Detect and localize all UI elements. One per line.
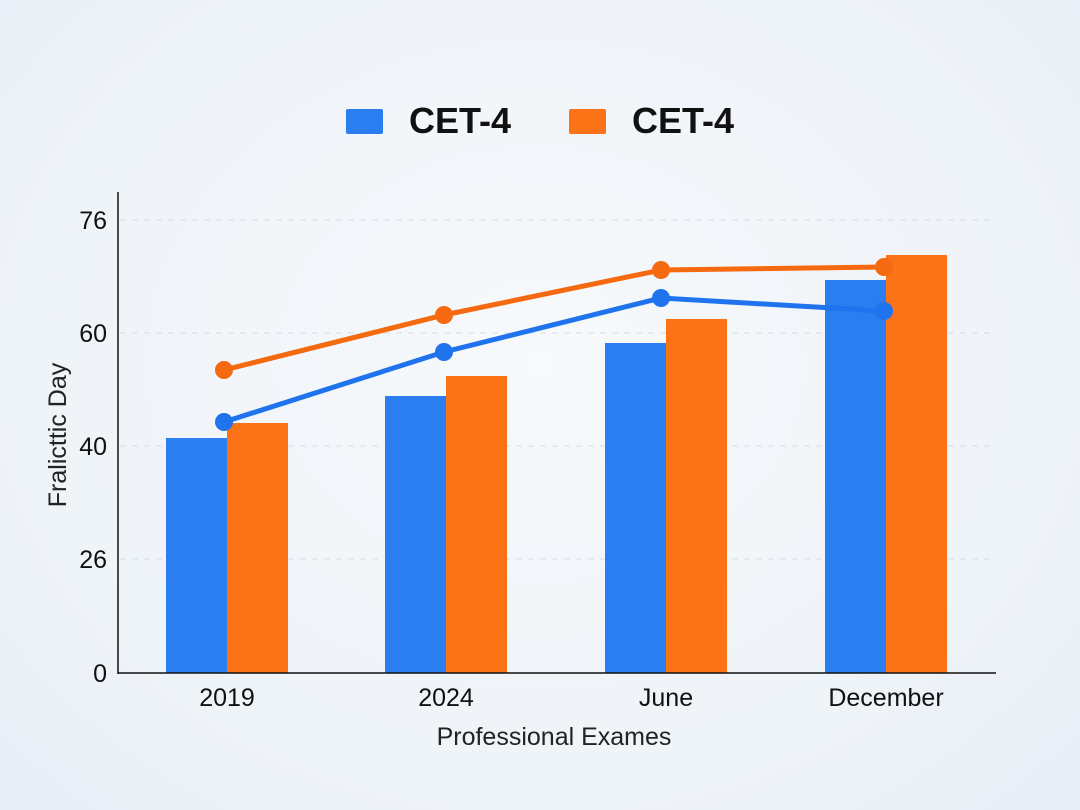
x-tick-labels: 2019 2024 June December: [199, 684, 943, 712]
bar-2024-blue[interactable]: [385, 396, 446, 673]
x-tick: 2019: [199, 684, 255, 712]
chart-legend: CET-4 CET-4: [0, 100, 1080, 142]
point-orange[interactable]: [875, 258, 893, 276]
x-tick: 2024: [418, 684, 474, 712]
bar-2024-orange[interactable]: [446, 376, 507, 673]
bar-june-blue[interactable]: [605, 343, 666, 673]
legend-item-orange[interactable]: CET-4: [569, 100, 734, 142]
y-tick: 40: [79, 433, 107, 461]
bar-december-blue[interactable]: [825, 280, 886, 673]
y-tick: 26: [79, 546, 107, 574]
bar-2019-orange[interactable]: [227, 423, 288, 673]
bar-2019-blue[interactable]: [166, 438, 227, 673]
line-blue: [215, 289, 893, 431]
x-tick: June: [639, 684, 693, 712]
x-tick: December: [828, 684, 943, 712]
point-blue[interactable]: [652, 289, 670, 307]
legend-label-blue: CET-4: [408, 100, 511, 141]
line-orange: [215, 258, 893, 379]
point-orange[interactable]: [652, 261, 670, 279]
y-tick: 76: [79, 207, 107, 235]
bar-june-orange[interactable]: [666, 319, 727, 673]
point-orange[interactable]: [435, 306, 453, 324]
y-tick: 60: [79, 320, 107, 348]
y-tick: 0: [93, 660, 107, 688]
point-blue[interactable]: [215, 413, 233, 431]
point-blue[interactable]: [435, 343, 453, 361]
bar-december-orange[interactable]: [886, 255, 947, 673]
point-orange[interactable]: [215, 361, 233, 379]
point-blue[interactable]: [875, 302, 893, 320]
bars: [166, 255, 947, 673]
x-axis-title: Professional Exames: [437, 723, 672, 751]
y-axis-title: Fralicttic Day: [44, 362, 72, 507]
legend-label-orange: CET-4: [632, 100, 735, 141]
legend-swatch-orange: [569, 108, 606, 134]
legend-swatch-blue: [345, 108, 383, 134]
y-tick-labels: 76 60 40 26 0: [79, 207, 107, 688]
legend-item-blue[interactable]: CET-4: [345, 100, 511, 142]
